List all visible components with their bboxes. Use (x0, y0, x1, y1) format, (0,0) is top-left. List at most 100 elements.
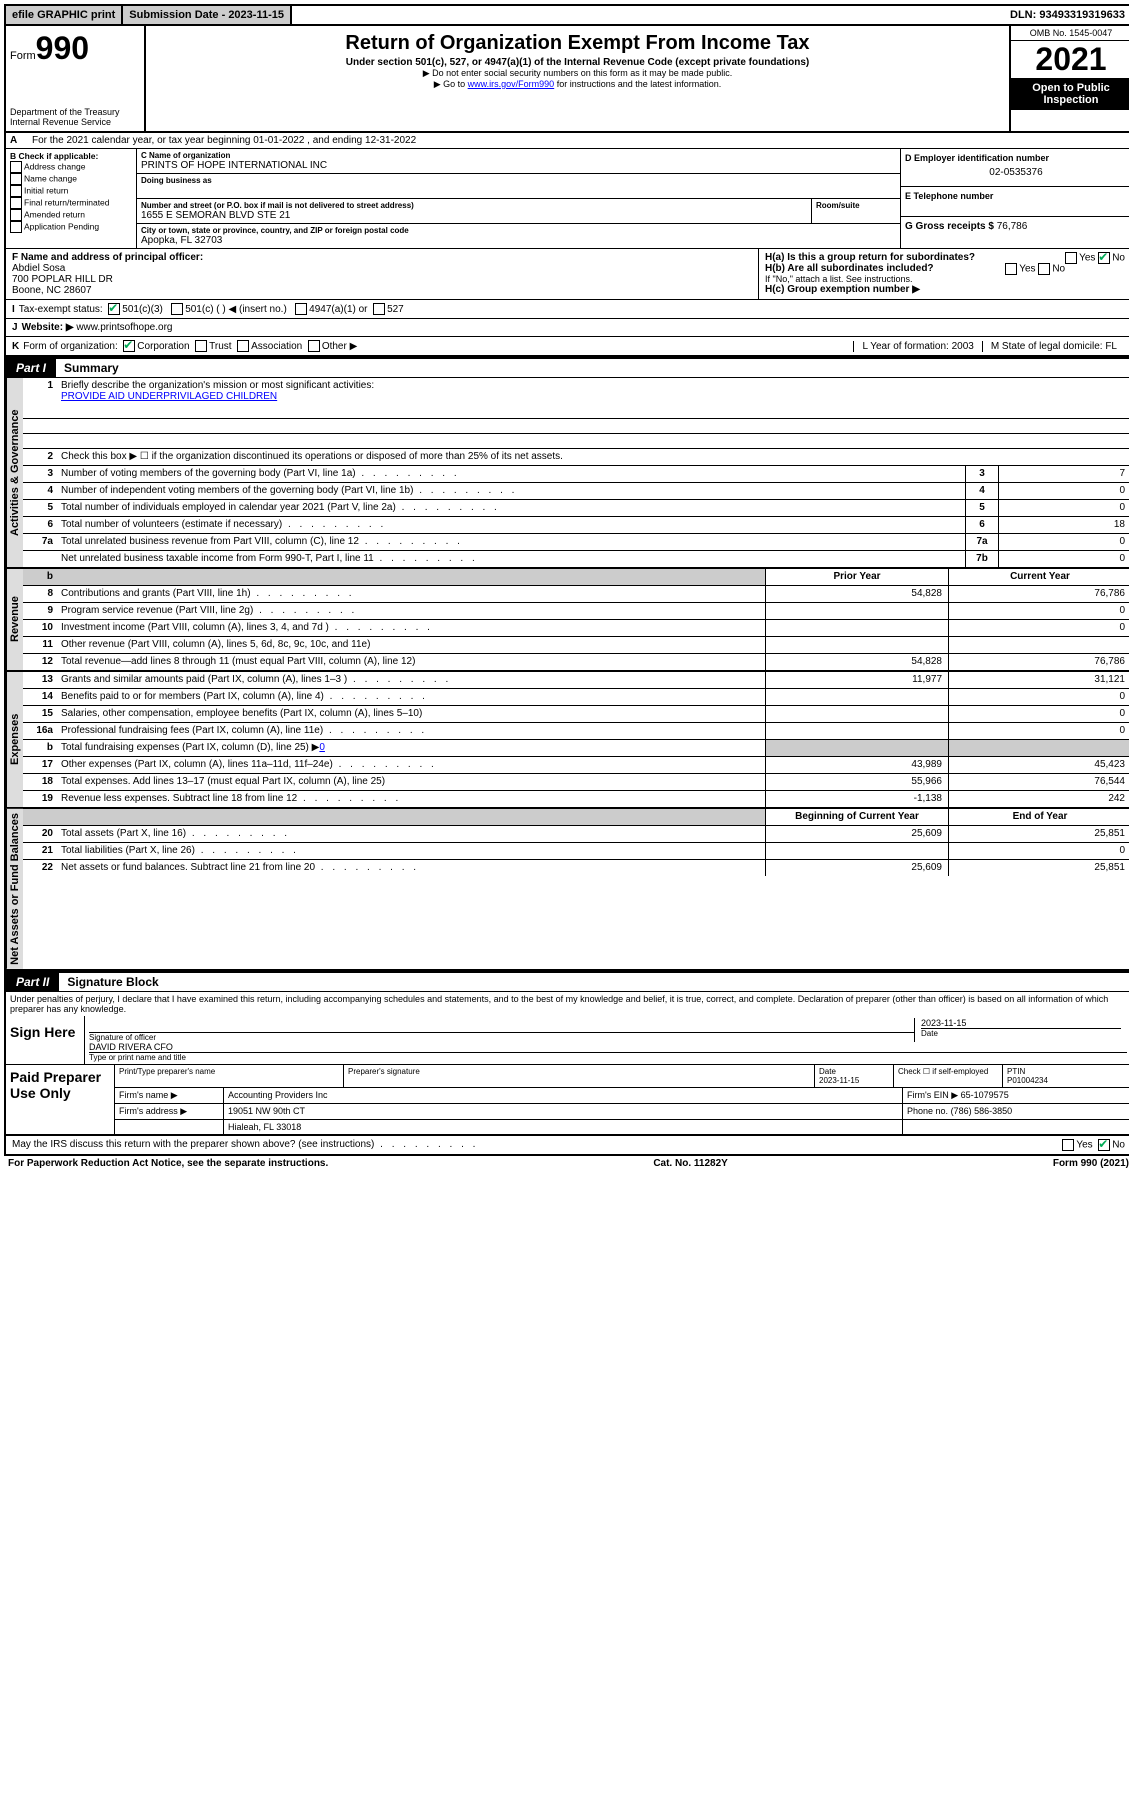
val-6: 18 (998, 517, 1129, 533)
efile-print-button[interactable]: efile GRAPHIC print (6, 6, 123, 24)
check-501c3[interactable] (108, 303, 120, 315)
org-city: Apopka, FL 32703 (141, 235, 896, 246)
irs-label: Internal Revenue Service (10, 117, 140, 127)
line-l: L Year of formation: 2003 (853, 341, 981, 352)
check-amended[interactable] (10, 209, 22, 221)
check-pending[interactable] (10, 221, 22, 233)
c8: 76,786 (948, 586, 1129, 602)
c10: 0 (948, 620, 1129, 636)
box-d: D Employer identification number 02-0535… (901, 149, 1129, 248)
c16a: 0 (948, 723, 1129, 739)
form-title: Return of Organization Exempt From Incom… (150, 32, 1005, 55)
form-subtitle: Under section 501(c), 527, or 4947(a)(1)… (150, 57, 1005, 68)
officer-name: Abdiel Sosa (12, 263, 752, 274)
box-c: C Name of organization PRINTS OF HOPE IN… (137, 149, 901, 248)
p22: 25,609 (765, 860, 948, 876)
section-a: A For the 2021 calendar year, or tax yea… (4, 133, 1129, 149)
sign-block: Sign Here Signature of officer 2023-11-1… (4, 1016, 1129, 1136)
sign-here-label: Sign Here (6, 1016, 85, 1064)
p8: 54,828 (765, 586, 948, 602)
vert-label-exp: Expenses (6, 672, 23, 807)
line-j: J Website: ▶ www.printsofhope.org (4, 319, 1129, 337)
c21: 0 (948, 843, 1129, 859)
ha-no[interactable] (1098, 252, 1110, 264)
val-5: 0 (998, 500, 1129, 516)
prep-date: 2023-11-15 (819, 1076, 859, 1085)
discuss-yes[interactable] (1062, 1139, 1074, 1151)
open-public-badge: Open to Public Inspection (1011, 78, 1129, 110)
c22: 25,851 (948, 860, 1129, 876)
c12: 76,786 (948, 654, 1129, 670)
p17: 43,989 (765, 757, 948, 773)
firm-address: 19051 NW 90th CT (224, 1104, 903, 1119)
expenses-section: Expenses 13Grants and similar amounts pa… (4, 672, 1129, 809)
c9: 0 (948, 603, 1129, 619)
top-bar: efile GRAPHIC print Submission Date - 20… (4, 4, 1129, 26)
c14: 0 (948, 689, 1129, 705)
line-klm: K Form of organization: Corporation Trus… (4, 337, 1129, 357)
vert-label-net: Net Assets or Fund Balances (6, 809, 23, 969)
p13: 11,977 (765, 672, 948, 688)
line-f-h: F Name and address of principal officer:… (4, 249, 1129, 300)
check-trust[interactable] (195, 340, 207, 352)
val-7b: 0 (998, 551, 1129, 567)
discuss-line: May the IRS discuss this return with the… (4, 1136, 1129, 1156)
sign-date: 2023-11-15 (921, 1018, 1121, 1028)
val-3: 7 (998, 466, 1129, 482)
check-501c[interactable] (171, 303, 183, 315)
paid-preparer-block: Paid Preparer Use Only Print/Type prepar… (6, 1065, 1129, 1134)
hb-no[interactable] (1038, 263, 1050, 275)
org-address: 1655 E SEMORAN BLVD STE 21 (141, 210, 807, 221)
website: www.printsofhope.org (76, 322, 172, 333)
activities-governance: Activities & Governance 1 Briefly descri… (4, 378, 1129, 569)
check-4947[interactable] (295, 303, 307, 315)
p12: 54,828 (765, 654, 948, 670)
c15: 0 (948, 706, 1129, 722)
vert-label-rev: Revenue (6, 569, 23, 670)
discuss-no[interactable] (1098, 1139, 1110, 1151)
tax-year: 2021 (1011, 41, 1129, 78)
check-name[interactable] (10, 173, 22, 185)
c18: 76,544 (948, 774, 1129, 790)
declaration: Under penalties of perjury, I declare th… (4, 992, 1129, 1016)
ein: 02-0535376 (905, 163, 1127, 182)
form-header: Form990 Department of the Treasury Inter… (4, 26, 1129, 133)
net-assets-section: Net Assets or Fund Balances Beginning of… (4, 809, 1129, 971)
firm-phone: (786) 586-3850 (951, 1106, 1013, 1116)
dept-label: Department of the Treasury (10, 107, 140, 117)
check-527[interactable] (373, 303, 385, 315)
revenue-section: Revenue bPrior YearCurrent Year 8Contrib… (4, 569, 1129, 672)
part1-header: Part I Summary (4, 357, 1129, 378)
ptin: P01004234 (1007, 1076, 1048, 1085)
check-initial[interactable] (10, 185, 22, 197)
box-b: B Check if applicable: Address change Na… (6, 149, 137, 248)
c17: 45,423 (948, 757, 1129, 773)
fundraising-val: 0 (319, 742, 325, 753)
part2-header: Part II Signature Block (4, 971, 1129, 992)
line-m: M State of legal domicile: FL (982, 341, 1125, 352)
form-number: Form990 (10, 30, 140, 67)
check-final[interactable] (10, 197, 22, 209)
form-note1: ▶ Do not enter social security numbers o… (150, 68, 1005, 79)
firm-ein: 65-1079575 (961, 1090, 1009, 1100)
check-assoc[interactable] (237, 340, 249, 352)
c19: 242 (948, 791, 1129, 807)
p18: 55,966 (765, 774, 948, 790)
check-other[interactable] (308, 340, 320, 352)
gross-receipts: 76,786 (997, 221, 1028, 232)
hb-yes[interactable] (1005, 263, 1017, 275)
ha-yes[interactable] (1065, 252, 1077, 264)
c13: 31,121 (948, 672, 1129, 688)
dln: DLN: 93493319319633 (1004, 6, 1129, 24)
omb-number: OMB No. 1545-0047 (1011, 26, 1129, 41)
val-7a: 0 (998, 534, 1129, 550)
submission-date: Submission Date - 2023-11-15 (123, 6, 292, 24)
firm-name: Accounting Providers Inc (224, 1088, 903, 1103)
org-name: PRINTS OF HOPE INTERNATIONAL INC (141, 160, 896, 171)
check-address[interactable] (10, 161, 22, 173)
irs-link[interactable]: www.irs.gov/Form990 (468, 79, 555, 89)
p20: 25,609 (765, 826, 948, 842)
check-corp[interactable] (123, 340, 135, 352)
c20: 25,851 (948, 826, 1129, 842)
line-i: I Tax-exempt status: 501(c)(3) 501(c) ( … (4, 300, 1129, 319)
